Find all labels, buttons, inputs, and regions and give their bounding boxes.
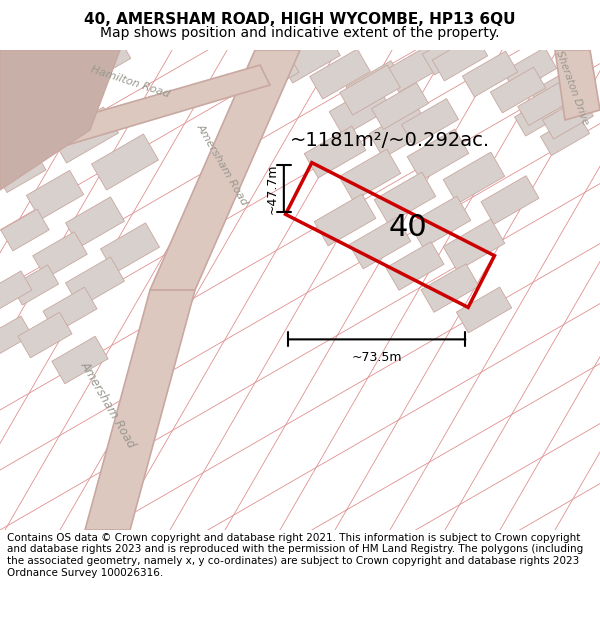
Text: ~73.5m: ~73.5m <box>352 351 402 364</box>
Text: ~47.7m: ~47.7m <box>266 163 279 214</box>
Polygon shape <box>339 149 401 201</box>
Polygon shape <box>555 50 600 120</box>
Text: Amersham Road: Amersham Road <box>194 122 250 208</box>
Polygon shape <box>481 176 539 224</box>
Polygon shape <box>0 271 32 309</box>
Polygon shape <box>92 134 158 190</box>
Text: 40, AMERSHAM ROAD, HIGH WYCOMBE, HP13 6QU: 40, AMERSHAM ROAD, HIGH WYCOMBE, HP13 6Q… <box>84 12 516 28</box>
Polygon shape <box>150 50 300 290</box>
Polygon shape <box>29 54 91 106</box>
Polygon shape <box>241 50 299 98</box>
Text: Hamilton Road: Hamilton Road <box>89 64 171 99</box>
Polygon shape <box>346 61 404 109</box>
Polygon shape <box>518 82 570 126</box>
Polygon shape <box>515 94 565 136</box>
Polygon shape <box>457 287 512 333</box>
Polygon shape <box>401 99 458 146</box>
Polygon shape <box>542 97 593 139</box>
Polygon shape <box>349 217 411 269</box>
Polygon shape <box>69 34 131 86</box>
Polygon shape <box>33 232 87 278</box>
Polygon shape <box>421 264 479 312</box>
Polygon shape <box>52 107 118 163</box>
Polygon shape <box>463 51 518 97</box>
Polygon shape <box>369 106 431 158</box>
Polygon shape <box>65 197 125 247</box>
Polygon shape <box>0 65 270 162</box>
Polygon shape <box>0 316 32 354</box>
Polygon shape <box>541 114 590 156</box>
Polygon shape <box>18 312 72 358</box>
Polygon shape <box>407 129 469 181</box>
Polygon shape <box>314 194 376 246</box>
Polygon shape <box>7 82 73 138</box>
Text: Sheraton Drive: Sheraton Drive <box>554 49 590 126</box>
Polygon shape <box>530 69 581 111</box>
Polygon shape <box>503 48 557 92</box>
Polygon shape <box>386 242 444 290</box>
Polygon shape <box>433 35 488 81</box>
Polygon shape <box>0 148 46 192</box>
Polygon shape <box>386 44 444 92</box>
Polygon shape <box>371 82 428 129</box>
Polygon shape <box>422 29 478 75</box>
Text: Map shows position and indicative extent of the property.: Map shows position and indicative extent… <box>100 26 500 40</box>
Polygon shape <box>329 84 391 136</box>
Polygon shape <box>1 209 49 251</box>
Polygon shape <box>409 196 471 248</box>
Polygon shape <box>100 223 160 273</box>
Polygon shape <box>85 290 195 530</box>
Polygon shape <box>490 67 545 113</box>
Polygon shape <box>52 336 108 384</box>
Polygon shape <box>443 152 505 204</box>
Polygon shape <box>43 287 97 333</box>
Polygon shape <box>340 65 400 115</box>
Text: ~1181m²/~0.292ac.: ~1181m²/~0.292ac. <box>290 131 490 149</box>
Text: 40: 40 <box>389 213 427 241</box>
Polygon shape <box>374 172 436 224</box>
Polygon shape <box>304 126 366 178</box>
Polygon shape <box>0 50 120 190</box>
Polygon shape <box>26 171 83 219</box>
Text: Contains OS data © Crown copyright and database right 2021. This information is : Contains OS data © Crown copyright and d… <box>7 533 583 578</box>
Polygon shape <box>280 33 340 83</box>
Polygon shape <box>11 265 59 305</box>
Polygon shape <box>310 49 370 99</box>
Polygon shape <box>65 257 125 307</box>
Polygon shape <box>443 219 505 271</box>
Text: Amersham Road: Amersham Road <box>78 359 138 451</box>
